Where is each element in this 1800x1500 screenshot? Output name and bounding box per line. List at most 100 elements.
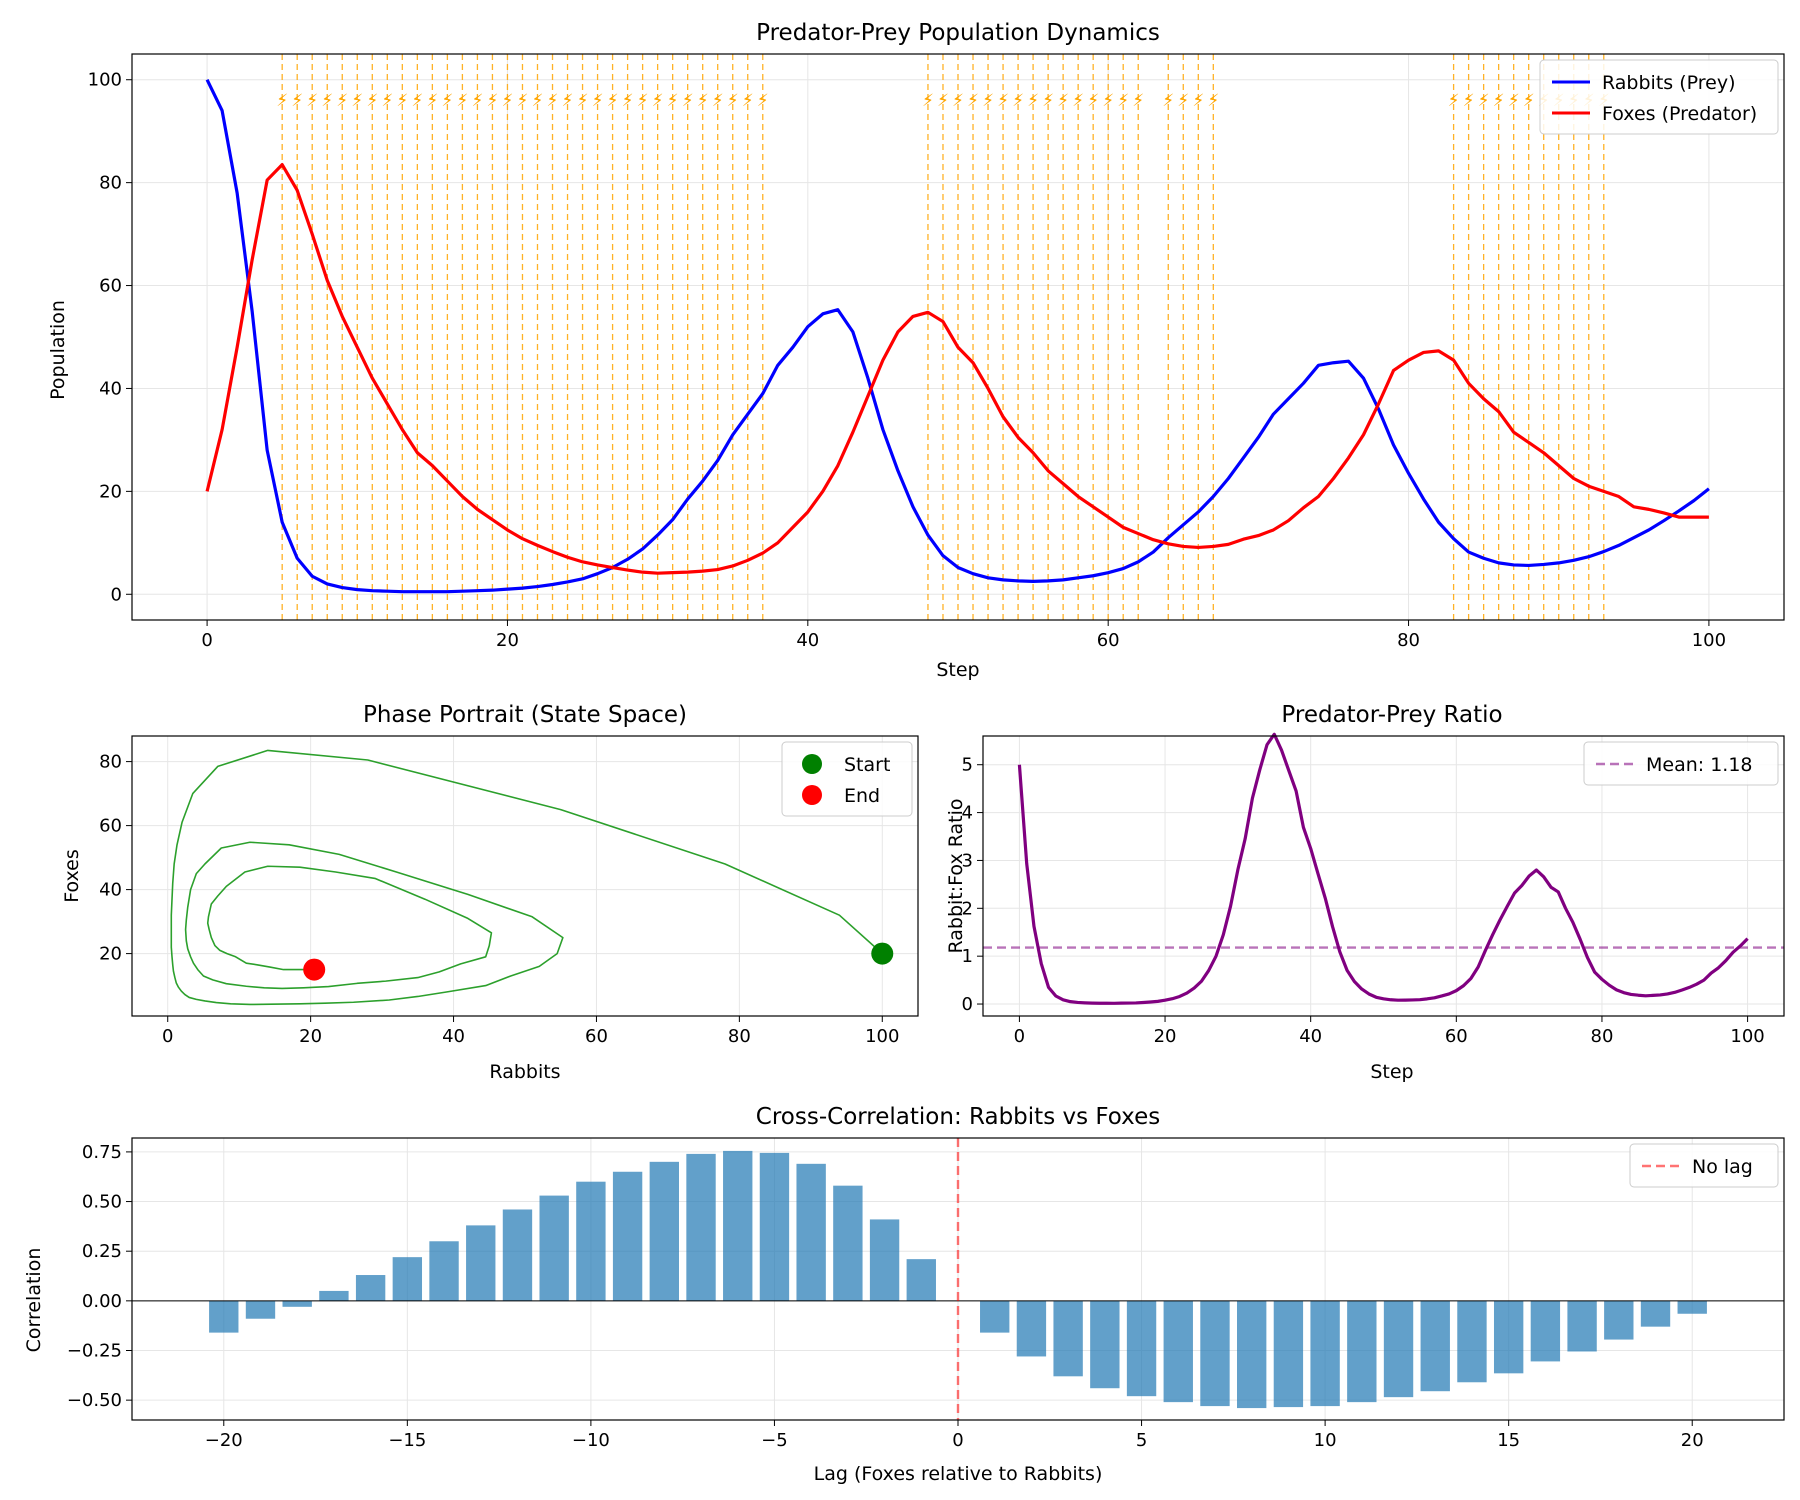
ratio-y-tick-label: 4 [962, 803, 973, 824]
correlation-bar [1053, 1300, 1083, 1377]
correlation-x-tick-label: 0 [952, 1430, 963, 1451]
population-ticks: 0 20 40 60 80 100 0 20 40 60 80 100 [88, 70, 1726, 651]
population-y-axis-label: Population [47, 300, 69, 400]
event-lightning-icon: ⚡ [937, 91, 949, 111]
ratio-panel: Predator-Prey Ratio Step Rabbit:Fox Rati… [945, 702, 1785, 1083]
correlation-legend-box [1629, 1143, 1779, 1188]
event-lightning-icon: ⚡ [1448, 91, 1460, 111]
event-lightning-icon: ⚡ [456, 91, 468, 111]
correlation-legend: No lag [1629, 1143, 1779, 1188]
event-lightning-icon: ⚡ [622, 91, 634, 111]
event-lightning-icon: ⚡ [1493, 91, 1505, 111]
correlation-bar [1347, 1300, 1377, 1403]
event-lightning-icon: ⚡ [1072, 91, 1084, 111]
correlation-bar [1493, 1300, 1524, 1374]
event-lightning-icon: ⚡ [1177, 91, 1189, 111]
correlation-bar [1310, 1300, 1340, 1407]
correlation-bar [355, 1275, 386, 1301]
phase-trajectory-line [170, 749, 883, 1006]
correlation-bar [1016, 1300, 1047, 1357]
event-lightning-icon: ⚡ [1117, 91, 1129, 111]
phase-y-tick-label: 80 [99, 752, 122, 773]
event-lightning-icon: ⚡ [1162, 91, 1174, 111]
ratio-legend-label: Mean: 1.18 [1646, 754, 1753, 776]
correlation-bar [723, 1150, 753, 1301]
ratio-y-tick-label: 1 [962, 946, 973, 967]
event-lightning-icon: ⚡ [637, 91, 649, 111]
event-lightning-icon: ⚡ [1207, 91, 1219, 111]
foxes-population-line [205, 163, 1709, 575]
event-lightning-icon: ⚡ [1192, 91, 1204, 111]
correlation-bar [1677, 1300, 1707, 1314]
population-x-tick-label: 80 [1397, 630, 1420, 651]
event-lightning-icon: ⚡ [547, 91, 559, 111]
ratio-y-tick-label: 0 [962, 994, 973, 1015]
correlation-x-tick-label: −15 [388, 1430, 426, 1451]
phase-grid [132, 736, 918, 1016]
correlation-x-axis-label: Lag (Foxes relative to Rabbits) [814, 1463, 1103, 1485]
event-lightning-icon: ⚡ [1087, 91, 1099, 111]
event-lightning-icon: ⚡ [351, 91, 363, 111]
event-lightning-icon: ⚡ [1478, 91, 1490, 111]
phase-x-tick-label: 20 [299, 1026, 322, 1047]
correlation-bar [1163, 1300, 1193, 1403]
correlation-bar [1126, 1300, 1157, 1397]
ratio-legend: Mean: 1.18 [1583, 741, 1779, 786]
ratio-x-tick-label: 40 [1299, 1026, 1322, 1047]
event-lightning-icon: ⚡ [1027, 91, 1039, 111]
event-lightning-icon: ⚡ [1042, 91, 1054, 111]
population-x-tick-label: 20 [496, 630, 519, 651]
correlation-bar [1530, 1300, 1561, 1362]
event-lightning-icon: ⚡ [321, 91, 333, 111]
correlation-y-tick-label: 0.75 [82, 1142, 122, 1163]
population-legend-label: Rabbits (Prey) [1602, 72, 1736, 94]
event-lightning-icon: ⚡ [1523, 91, 1535, 111]
population-panel: Predator-Prey Population Dynamics Step P… [47, 20, 1785, 681]
phase-x-axis-label: Rabbits [489, 1061, 560, 1083]
correlation-y-tick-label: 0.25 [82, 1241, 122, 1262]
ratio-axes-frame [982, 735, 1785, 1017]
event-lightning-icon: ⚡ [532, 91, 544, 111]
correlation-bar [833, 1185, 863, 1301]
phase-legend-marker [802, 785, 822, 805]
event-lightning-icon: ⚡ [411, 91, 423, 111]
correlation-bar [429, 1241, 459, 1301]
event-lightning-icon: ⚡ [366, 91, 378, 111]
correlation-axes-frame [131, 1137, 1785, 1421]
phase-plot-area: 0 20 40 60 80 100 20 40 60 80 Start End [99, 735, 919, 1047]
population-x-tick-label: 0 [201, 630, 212, 651]
correlation-bar [392, 1257, 423, 1301]
event-lightning-icon: ⚡ [742, 91, 754, 111]
phase-legend-marker [802, 754, 822, 774]
event-lightning-icon: ⚡ [562, 91, 574, 111]
phase-axes-frame [131, 735, 919, 1017]
population-events: ⚡ ⚡ ⚡ ⚡ ⚡ ⚡ ⚡ ⚡ ⚡ ⚡ ⚡ ⚡ ⚡ ⚡ ⚡ ⚡ ⚡ ⚡ ⚡ ⚡ ⚡ ⚡ ⚡ ⚡ ⚡ ⚡ ⚡ ⚡ ⚡ ⚡ ⚡ ⚡ ⚡ ⚡ ⚡ ⚡ ⚡ ⚡ ⚡ ⚡… [276, 54, 1610, 620]
rabbits-population-line [205, 79, 1710, 594]
phase-y-tick-label: 40 [99, 880, 122, 901]
event-lightning-icon: ⚡ [517, 91, 529, 111]
event-lightning-icon: ⚡ [291, 91, 303, 111]
phase-legend-label: Start [844, 754, 890, 776]
correlation-bar [869, 1219, 900, 1301]
phase-y-tick-label: 60 [99, 816, 122, 837]
cross-correlation-panel: Cross-Correlation: Rabbits vs Foxes Lag … [23, 1104, 1785, 1485]
correlation-bar [1383, 1300, 1414, 1398]
event-lightning-icon: ⚡ [381, 91, 393, 111]
event-lightning-icon: ⚡ [607, 91, 619, 111]
event-lightning-icon: ⚡ [577, 91, 589, 111]
population-x-tick-label: 40 [796, 630, 819, 651]
correlation-legend-label: No lag [1692, 1156, 1753, 1178]
correlation-bar [539, 1195, 569, 1301]
population-y-tick-label: 0 [111, 584, 122, 605]
correlation-bar [1567, 1300, 1597, 1352]
population-y-tick-label: 20 [99, 481, 122, 502]
event-lightning-icon: ⚡ [336, 91, 348, 111]
ratio-x-tick-label: 80 [1591, 1026, 1614, 1047]
correlation-bar [245, 1300, 276, 1319]
correlation-bar [1090, 1300, 1120, 1389]
event-lightning-icon: ⚡ [276, 91, 288, 111]
ratio-x-tick-label: 60 [1445, 1026, 1468, 1047]
correlation-bar [319, 1290, 349, 1301]
population-chart-title: Predator-Prey Population Dynamics [756, 20, 1160, 46]
